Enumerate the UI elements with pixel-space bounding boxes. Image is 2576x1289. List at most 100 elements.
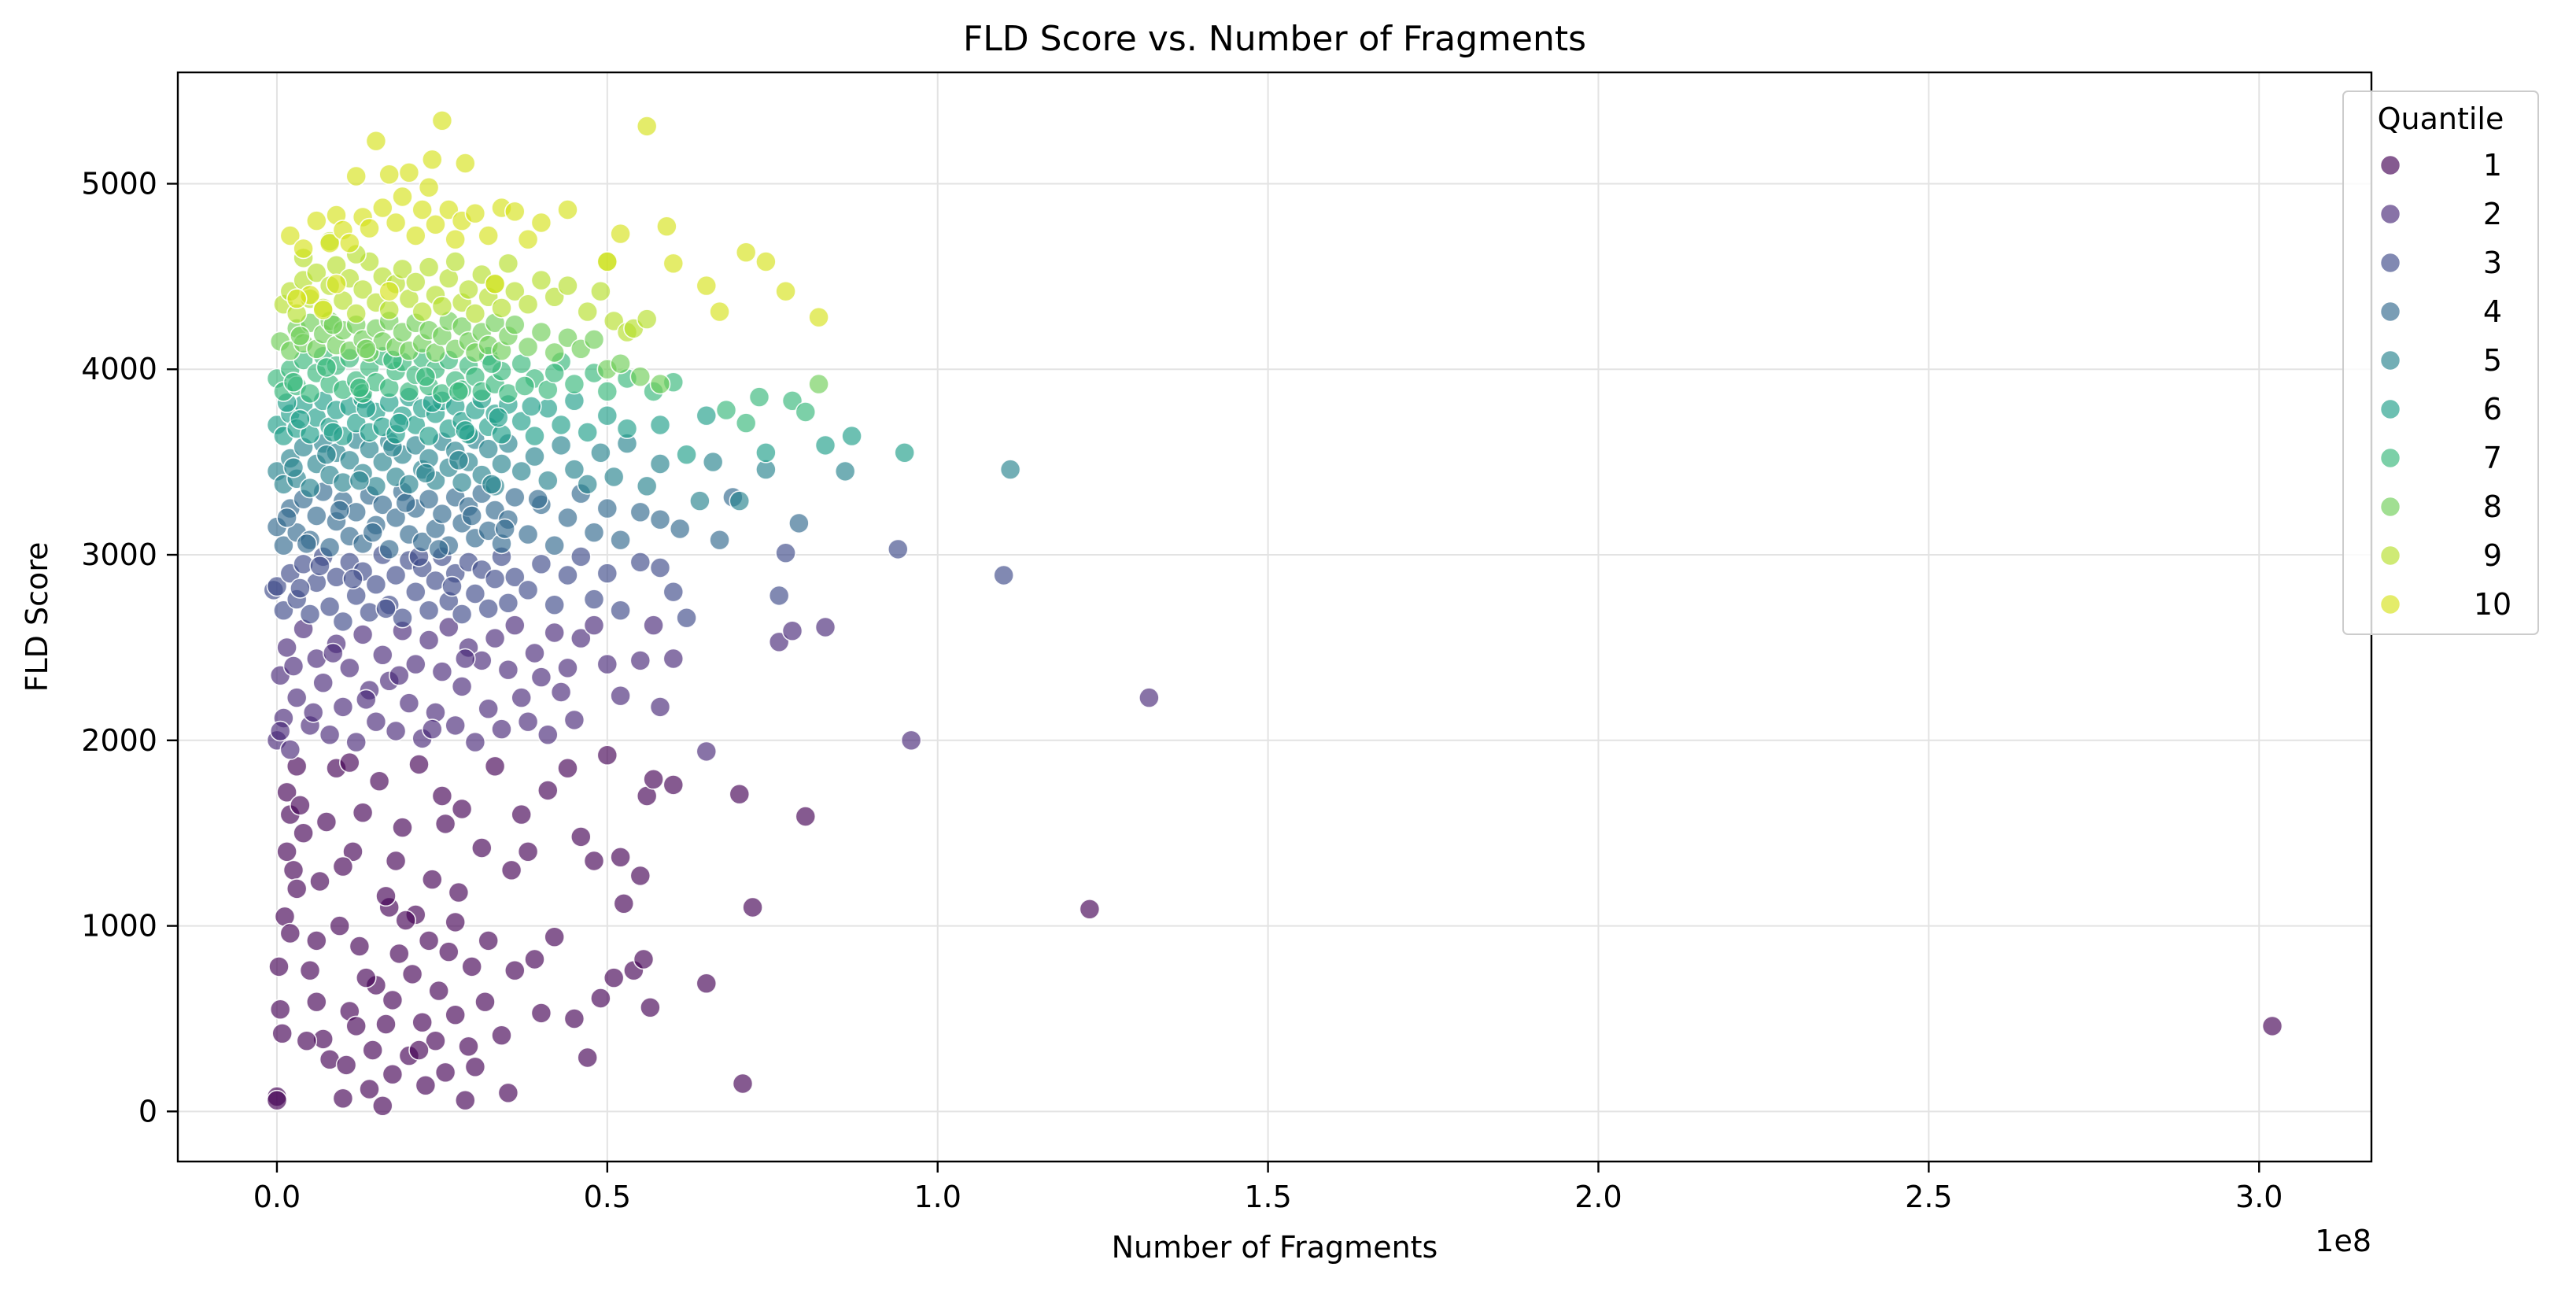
data-point-quantile-2 [563, 709, 585, 731]
data-point-quantile-5 [636, 475, 658, 497]
data-point-quantile-1 [524, 948, 545, 970]
data-point-quantile-2 [279, 739, 301, 760]
data-point-quantile-10 [359, 217, 380, 239]
data-point-quantile-6 [814, 434, 836, 456]
data-point-quantile-6 [418, 425, 440, 447]
y-tick-label: 3000 [81, 537, 157, 572]
data-point-quantile-1 [362, 1040, 384, 1061]
data-point-quantile-5 [524, 445, 545, 467]
data-point-quantile-9 [557, 275, 578, 297]
data-point-quantile-2 [814, 616, 836, 638]
data-point-quantile-3 [392, 607, 413, 629]
data-point-quantile-2 [537, 724, 559, 746]
data-point-quantile-1 [408, 1040, 430, 1061]
data-point-quantile-10 [755, 251, 777, 272]
data-point-quantile-1 [282, 859, 304, 881]
data-point-quantile-10 [775, 280, 796, 302]
data-point-quantile-2 [302, 702, 324, 723]
data-point-quantile-10 [557, 199, 578, 220]
legend-marker [2379, 154, 2401, 176]
data-point-quantile-2 [388, 664, 410, 686]
data-point-quantile-2 [437, 616, 459, 638]
data-point-quantile-3 [385, 564, 407, 586]
data-point-quantile-10 [530, 212, 552, 234]
data-point-quantile-1 [269, 999, 291, 1020]
data-point-quantile-1 [345, 1015, 367, 1037]
legend-item: 3 [2379, 246, 2502, 280]
data-point-quantile-1 [570, 826, 592, 848]
data-point-quantile-1 [411, 1011, 434, 1033]
data-point-quantile-2 [530, 667, 552, 688]
data-point-quantile-4 [557, 507, 578, 529]
legend-label: 4 [2483, 294, 2502, 329]
data-point-quantile-3 [319, 596, 341, 618]
data-point-quantile-9 [458, 279, 479, 301]
data-point-quantile-10 [445, 228, 467, 250]
data-point-quantile-9 [352, 279, 374, 301]
legend-marker [2379, 349, 2401, 371]
data-point-quantile-3 [676, 607, 697, 629]
data-point-quantile-10 [464, 202, 486, 224]
data-point-quantile-1 [371, 1095, 393, 1117]
data-point-quantile-10 [431, 110, 453, 131]
data-point-quantile-4 [418, 488, 440, 510]
data-point-quantile-5 [316, 444, 338, 466]
x-axis-offset-label: 1e8 [2315, 1224, 2371, 1258]
data-point-quantile-2 [491, 718, 512, 740]
data-point-quantile-4 [273, 534, 294, 556]
data-point-quantile-1 [474, 991, 496, 1013]
data-point-quantile-10 [735, 242, 757, 264]
legend-items: 1 2 3 4 5 6 7 8 9 10 [2379, 148, 2511, 622]
data-point-quantile-4 [610, 529, 631, 551]
data-point-quantile-9 [517, 294, 539, 316]
data-point-quantile-2 [286, 687, 308, 708]
legend-label: 6 [2483, 392, 2502, 427]
data-point-quantile-1 [610, 847, 631, 868]
y-tick-label: 1000 [81, 909, 157, 944]
data-point-quantile-1 [434, 813, 456, 835]
data-point-quantile-1 [290, 794, 311, 816]
data-point-quantile-1 [563, 1008, 585, 1029]
data-point-quantile-1 [497, 1082, 519, 1104]
data-point-quantile-5 [511, 460, 533, 482]
data-point-quantile-2 [550, 681, 572, 703]
data-point-quantile-7 [514, 375, 536, 397]
data-point-quantile-5 [603, 466, 625, 488]
data-point-quantile-5 [834, 460, 856, 482]
data-point-quantile-3 [309, 555, 330, 577]
data-point-quantile-10 [478, 225, 500, 246]
data-point-quantile-2 [557, 657, 578, 679]
data-point-quantile-10 [662, 253, 685, 275]
data-point-quantile-9 [464, 303, 486, 324]
data-point-quantile-7 [349, 377, 371, 399]
data-point-quantile-1 [271, 1023, 293, 1044]
data-point-quantile-1 [795, 806, 817, 827]
data-point-quantile-2 [629, 650, 651, 671]
legend-item: 1 [2379, 148, 2502, 183]
data-point-quantile-1 [504, 959, 526, 981]
data-point-quantile-6 [550, 414, 572, 436]
data-point-quantile-1 [458, 1036, 479, 1058]
data-point-quantile-2 [352, 624, 374, 645]
data-point-quantile-4 [649, 508, 671, 530]
data-point-quantile-1 [415, 1075, 437, 1096]
data-point-quantile-8 [517, 336, 539, 358]
data-point-quantile-1 [434, 1062, 456, 1084]
data-point-quantile-10 [392, 186, 413, 208]
data-point-quantile-1 [500, 859, 522, 881]
data-point-quantile-10 [286, 288, 308, 309]
data-point-quantile-3 [629, 552, 651, 573]
data-point-quantile-8 [649, 373, 671, 395]
legend-label: 7 [2483, 441, 2502, 475]
data-point-quantile-1 [385, 850, 407, 872]
data-point-quantile-7 [544, 362, 566, 384]
data-point-quantile-8 [530, 321, 552, 343]
data-point-quantile-1 [316, 811, 338, 833]
data-point-quantile-5 [999, 459, 1021, 480]
data-point-quantile-10 [378, 280, 400, 302]
axis-ticks: 0.0 0.5 1.0 1.5 2.0 2.5 3.0 0 1000 2000 3000 4000 50… [81, 166, 2283, 1214]
data-point-quantile-3 [299, 604, 321, 625]
data-point-quantile-2 [643, 615, 664, 636]
data-point-quantile-5 [451, 471, 473, 493]
data-point-quantile-10 [305, 210, 327, 231]
